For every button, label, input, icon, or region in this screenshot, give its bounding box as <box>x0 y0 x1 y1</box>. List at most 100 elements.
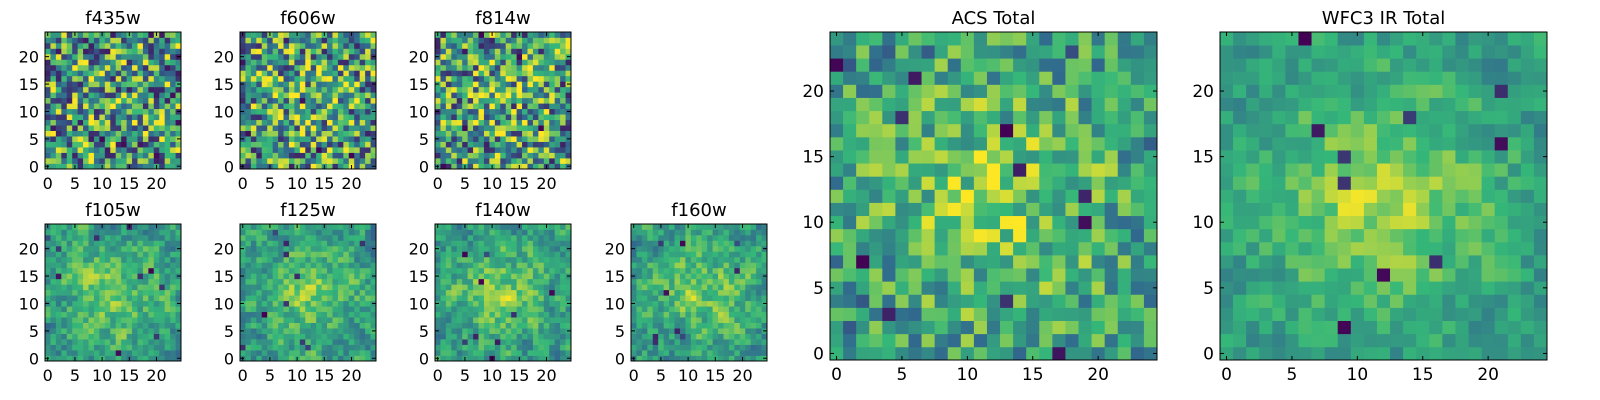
heatmap-cell <box>756 267 762 274</box>
y-tick-label: 5 <box>224 322 234 341</box>
heatmap-cell <box>895 346 909 361</box>
heatmap-cell <box>456 32 463 38</box>
heatmap-cell <box>1026 307 1040 321</box>
heatmap-cell <box>110 125 117 131</box>
heatmap-cell <box>88 32 95 38</box>
heatmap-cell <box>88 130 95 137</box>
heatmap-cell <box>305 125 312 131</box>
heatmap-cell <box>142 234 149 241</box>
heatmap-cell <box>272 245 279 252</box>
heatmap-cell <box>299 245 306 252</box>
heatmap-cell <box>137 344 144 351</box>
heatmap-cell <box>538 234 545 241</box>
heatmap-cell <box>305 245 312 252</box>
heatmap-cell <box>473 64 479 71</box>
heatmap-cell <box>327 158 333 164</box>
heatmap-cell <box>652 328 659 334</box>
heatmap-cell <box>934 268 949 282</box>
heatmap-cell <box>110 152 117 159</box>
heatmap-cell <box>1091 281 1106 295</box>
heatmap-cell <box>164 256 171 263</box>
heatmap-cell <box>132 273 138 280</box>
heatmap-cell <box>1026 189 1040 203</box>
heatmap-cell <box>723 333 730 340</box>
heatmap-cell <box>245 108 252 115</box>
heatmap-cell <box>321 350 328 356</box>
heatmap-cell <box>337 64 344 71</box>
heatmap-cell <box>445 224 452 230</box>
heatmap-cell <box>756 317 762 323</box>
heatmap-cell <box>456 114 463 121</box>
heatmap-cell <box>88 152 95 159</box>
heatmap-cell <box>696 350 703 356</box>
heatmap-cell <box>522 289 528 296</box>
heatmap-cell <box>153 103 160 110</box>
heatmap-cell <box>532 42 539 49</box>
heatmap-cell <box>148 163 155 170</box>
heatmap-cell <box>142 136 149 142</box>
heatmap-cell <box>908 189 922 203</box>
heatmap-cell <box>110 355 117 362</box>
heatmap-cell <box>175 284 182 291</box>
heatmap-cell <box>1000 307 1014 321</box>
heatmap-cell <box>294 81 301 88</box>
heatmap-cell <box>527 339 534 345</box>
heatmap-cell <box>761 350 768 356</box>
heatmap-cell <box>696 289 703 296</box>
heatmap-cell <box>522 333 528 340</box>
heatmap-cell <box>641 289 648 296</box>
heatmap-cell <box>88 97 95 104</box>
heatmap-cell <box>1143 163 1158 177</box>
heatmap-cell <box>456 53 463 60</box>
heatmap-cell <box>61 152 68 159</box>
heatmap-cell <box>321 289 328 296</box>
heatmap-cell <box>522 147 528 153</box>
heatmap-cell <box>45 92 51 99</box>
heatmap-cell <box>66 48 73 55</box>
heatmap-cell <box>137 136 144 142</box>
heatmap-cell <box>148 42 155 49</box>
heatmap-cell <box>440 42 447 49</box>
heatmap-cell <box>934 176 949 190</box>
heatmap-cell <box>55 48 62 55</box>
heatmap-cell <box>66 81 73 88</box>
heatmap-cell <box>121 48 127 55</box>
heatmap-cell <box>560 229 566 236</box>
heatmap-cell <box>522 300 528 307</box>
heatmap-cell <box>549 273 556 280</box>
heatmap-cell <box>365 75 371 82</box>
heatmap-cell <box>756 229 762 236</box>
heatmap-cell <box>494 114 501 121</box>
heatmap-cell <box>543 136 550 142</box>
heatmap-cell <box>115 328 122 334</box>
heatmap-cell <box>83 234 89 241</box>
heatmap-cell <box>142 311 149 318</box>
heatmap-cell <box>1130 176 1145 190</box>
heatmap-cell <box>337 229 344 236</box>
heatmap-cell <box>489 48 496 55</box>
heatmap-cell <box>348 158 355 164</box>
heatmap-cell <box>159 284 166 291</box>
heatmap-cell <box>359 48 366 55</box>
heatmap-cell <box>483 339 490 345</box>
heatmap-cell <box>712 289 719 296</box>
heatmap-cell <box>445 289 452 296</box>
heatmap-cell <box>532 81 539 88</box>
heatmap-cell <box>505 37 512 44</box>
heatmap-cell <box>310 81 317 88</box>
heatmap-cell <box>1000 268 1014 282</box>
heatmap-cell <box>164 333 171 340</box>
heatmap-cell <box>332 306 339 313</box>
heatmap-cell <box>658 300 664 307</box>
heatmap-cell <box>99 125 106 131</box>
heatmap-cell <box>527 141 534 148</box>
heatmap-cell <box>245 350 252 356</box>
heatmap-cell <box>565 256 572 263</box>
heatmap-cell <box>104 64 111 71</box>
heatmap-cell <box>142 158 149 164</box>
heatmap-cell <box>365 158 371 164</box>
heatmap-cell <box>647 311 654 318</box>
heatmap-cell <box>93 355 100 362</box>
heatmap-cell <box>104 147 111 153</box>
heatmap-cell <box>250 125 257 131</box>
